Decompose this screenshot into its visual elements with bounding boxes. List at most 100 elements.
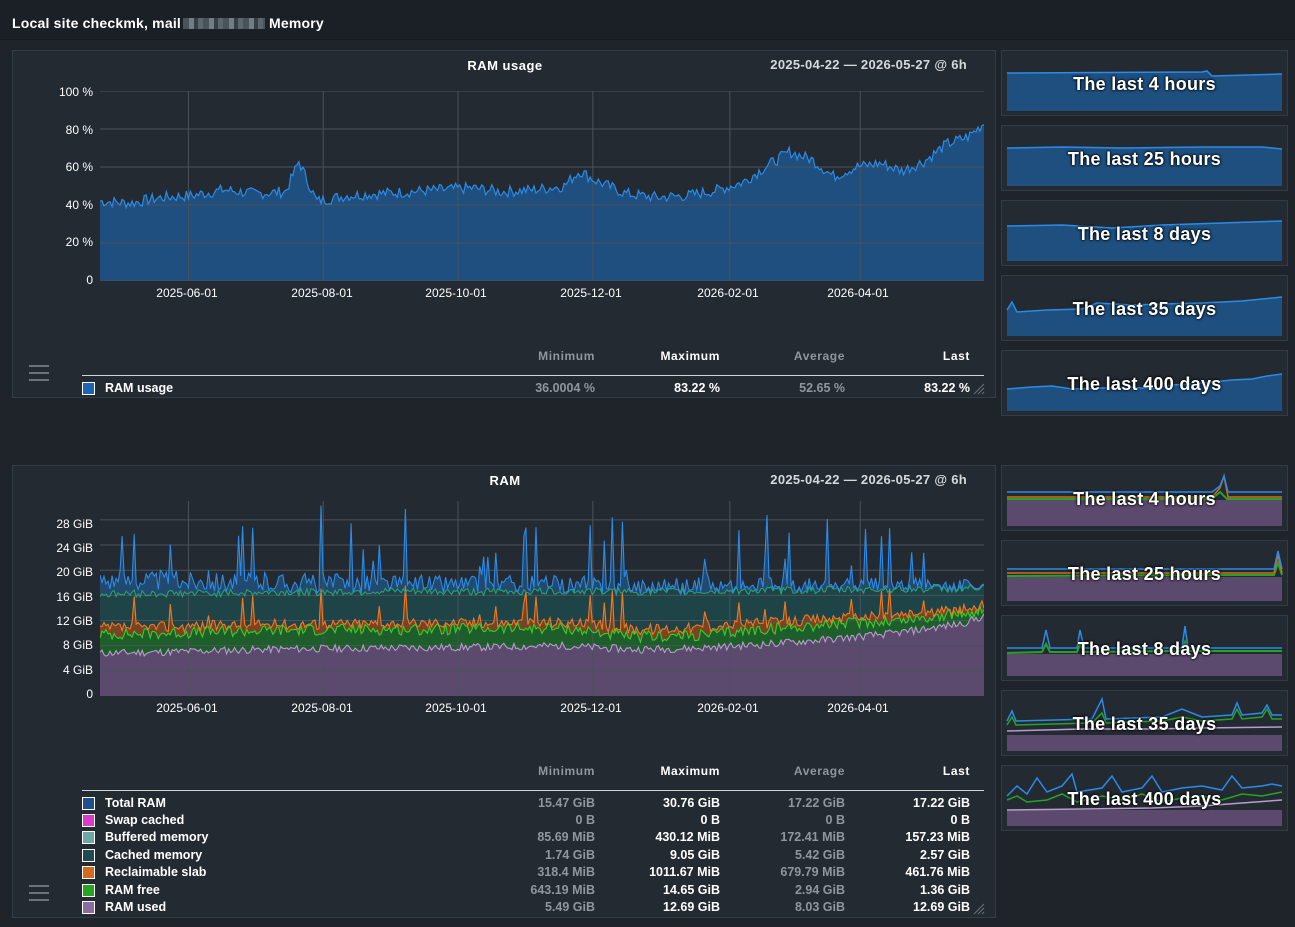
legend-header-last: Last: [942, 764, 970, 778]
y-tick-label: 40 %: [65, 198, 93, 212]
thumbnail-stacked-sparkline: [1007, 473, 1282, 526]
y-tick-label: 8 GiB: [62, 638, 93, 652]
legend-max-value: 30.76 GiB: [663, 796, 720, 810]
legend-max-value: 0 B: [700, 813, 720, 827]
thumbnail-label: The last 8 days: [1077, 639, 1212, 659]
thumbnail-label: The last 8 days: [1077, 224, 1212, 244]
legend-last-value: 17.22 GiB: [913, 796, 970, 810]
legend-row[interactable]: Total RAM 15.47 GiB 30.76 GiB 17.22 GiB 17.2…: [82, 796, 984, 813]
thumbnail-label: The last 4 hours: [1073, 74, 1216, 94]
resize-handle-icon[interactable]: [973, 383, 985, 395]
legend-last-value: 0 B: [950, 813, 970, 827]
resize-handle-icon[interactable]: [973, 903, 985, 915]
graph-menu-icon[interactable]: [29, 365, 49, 381]
x-tick-label: 2025-10-01: [425, 286, 487, 300]
ram-plot[interactable]: [100, 501, 984, 696]
legend-header-max: Maximum: [660, 349, 720, 363]
y-tick-label: 80 %: [65, 123, 93, 137]
legend-header-last: Last: [942, 349, 970, 363]
legend-row[interactable]: RAM free 643.19 MiB 14.65 GiB 2.94 GiB 1.36 …: [82, 883, 984, 900]
legend-avg-value: 2.94 GiB: [794, 883, 845, 897]
thumbnail-400-days[interactable]: The last 400 days: [1001, 350, 1288, 416]
legend-row[interactable]: RAM used 5.49 GiB 12.69 GiB 8.03 GiB 12.69 G…: [82, 900, 984, 917]
legend-swatch: [82, 901, 95, 914]
x-tick-label: 2025-10-01: [425, 701, 487, 715]
ram-usage-plot[interactable]: [100, 91, 984, 281]
thumbnail-25-hours[interactable]: The last 25 hours: [1001, 125, 1288, 191]
x-tick-label: 2026-02-01: [697, 701, 759, 715]
legend-max-value: 83.22 %: [674, 381, 720, 395]
title-prefix: Local site checkmk, mail: [12, 15, 181, 31]
x-tick-label: 2025-08-01: [291, 286, 353, 300]
x-tick-label: 2025-12-01: [560, 701, 622, 715]
legend-header-min: Minimum: [538, 764, 595, 778]
legend-avg-value: 5.42 GiB: [794, 848, 845, 862]
legend-row[interactable]: Swap cached 0 B 0 B 0 B 0 B: [82, 813, 984, 830]
y-tick-label: 0: [86, 273, 93, 287]
x-tick-label: 2025-06-01: [156, 701, 218, 715]
graph-time-range[interactable]: 2025-04-22 — 2026-05-27 @ 6h: [770, 57, 967, 72]
x-tick-label: 2026-04-01: [827, 701, 889, 715]
ram-usage-line: [100, 124, 984, 210]
y-tick-label: 24 GiB: [56, 541, 93, 555]
legend-header-min: Minimum: [538, 349, 595, 363]
legend-swatch: [82, 884, 95, 897]
thumbnail-25-hours[interactable]: The last 25 hours: [1001, 540, 1288, 606]
thumbnail-label: The last 25 hours: [1067, 149, 1222, 169]
legend-last-value: 83.22 %: [924, 381, 970, 395]
legend-swatch: [82, 866, 95, 879]
legend-last-value: 2.57 GiB: [919, 848, 970, 862]
graph-title: RAM usage: [467, 58, 543, 73]
legend-min-value: 5.49 GiB: [544, 900, 595, 914]
x-tick-label: 2026-04-01: [827, 286, 889, 300]
thumbnail-35-days[interactable]: The last 35 days: [1001, 275, 1288, 341]
y-tick-label: 4 GiB: [62, 663, 93, 677]
legend-series-name: Total RAM: [105, 796, 166, 810]
y-tick-label: 12 GiB: [56, 614, 93, 628]
graph-time-range[interactable]: 2025-04-22 — 2026-05-27 @ 6h: [770, 472, 967, 487]
x-tick-label: 2026-02-01: [697, 286, 759, 300]
line-cached-memory: [100, 583, 984, 599]
thumbnail-4-hours[interactable]: The last 4 hours: [1001, 50, 1288, 116]
legend-swatch: [82, 831, 95, 844]
y-tick-label: 20 %: [65, 235, 93, 249]
legend-row-ram-usage[interactable]: RAM usage 36.0004 % 83.22 % 52.65 % 83.2…: [82, 381, 984, 398]
legend-row[interactable]: Buffered memory 85.69 MiB 430.12 MiB 172.41…: [82, 830, 984, 847]
legend-min-value: 1.74 GiB: [544, 848, 595, 862]
thumbnail-label: The last 25 hours: [1067, 564, 1222, 584]
y-tick-label: 16 GiB: [56, 590, 93, 604]
thumbnail-stacked-sparkline: [1006, 772, 1283, 826]
legend-row[interactable]: Reclaimable slab 318.4 MiB 1011.67 MiB 679.…: [82, 865, 984, 882]
legend-header-max: Maximum: [660, 764, 720, 778]
legend-min-value: 0 B: [575, 813, 595, 827]
y-tick-label: 0: [86, 687, 93, 701]
thumbnail-8-days[interactable]: The last 8 days: [1001, 200, 1288, 266]
thumbnail-400-days[interactable]: The last 400 days: [1001, 765, 1288, 831]
page-title: Local site checkmk, mail Memory: [12, 15, 324, 31]
ram-usage-area: [100, 124, 984, 281]
thumbnail-sparkline: [1006, 70, 1283, 111]
graph-menu-icon[interactable]: [29, 885, 49, 901]
title-suffix: Memory: [269, 15, 324, 31]
area-ram-used: [100, 613, 984, 696]
legend-avg-value: 679.79 MiB: [780, 865, 845, 879]
thumbnail-4-hours[interactable]: The last 4 hours: [1001, 465, 1288, 531]
legend-min-value: 36.0004 %: [535, 381, 595, 395]
x-tick-label: 2025-08-01: [291, 701, 353, 715]
legend-avg-value: 8.03 GiB: [794, 900, 845, 914]
legend-max-value: 9.05 GiB: [669, 848, 720, 862]
thumbnail-35-days[interactable]: The last 35 days: [1001, 690, 1288, 756]
legend-avg-value: 52.65 %: [799, 381, 845, 395]
thumbnail-8-days[interactable]: The last 8 days: [1001, 615, 1288, 681]
legend-row[interactable]: Cached memory 1.74 GiB 9.05 GiB 5.42 GiB 2.5…: [82, 848, 984, 865]
line-total-ram: [100, 505, 984, 595]
legend-series-name: RAM usage: [105, 381, 174, 395]
legend-min-value: 643.19 MiB: [530, 883, 595, 897]
legend-last-value: 157.23 MiB: [905, 830, 970, 844]
thumbnail-label: The last 4 hours: [1073, 489, 1216, 509]
ram-graph: RAM 2025-04-22 — 2026-05-27 @ 6h 28 GiB …: [12, 465, 996, 918]
thumbnail-label: The last 400 days: [1067, 789, 1222, 809]
y-tick-label: 100 %: [58, 85, 93, 99]
legend-max-value: 1011.67 MiB: [649, 865, 720, 879]
legend-last-value: 12.69 GiB: [913, 900, 970, 914]
